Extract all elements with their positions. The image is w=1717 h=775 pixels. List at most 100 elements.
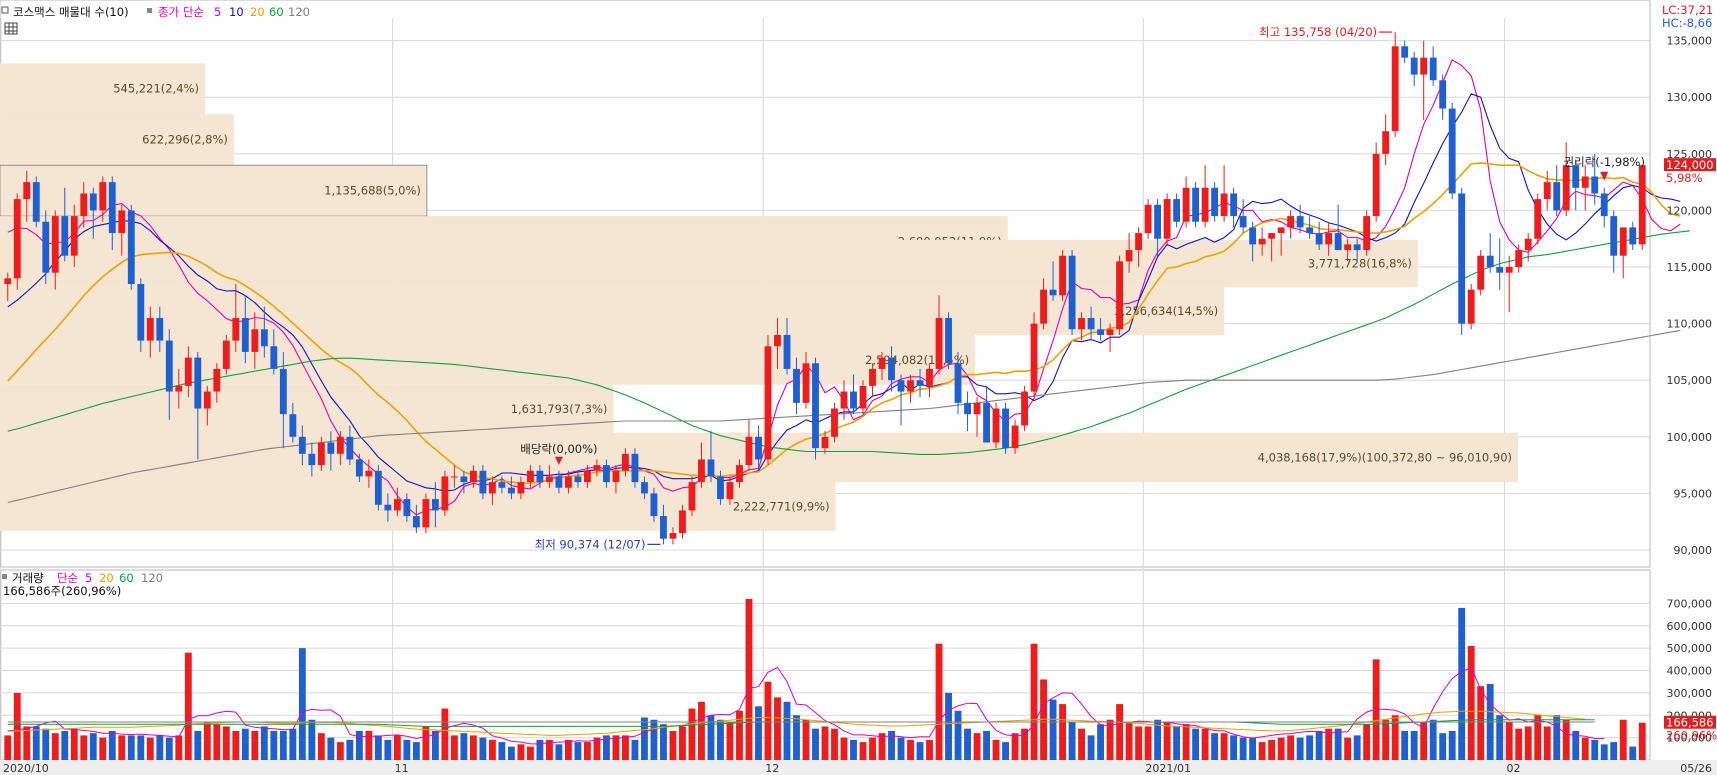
- volume-bar: [1287, 735, 1295, 760]
- volume-bar: [1306, 735, 1314, 760]
- candle-body: [584, 470, 591, 483]
- price-axis: 90,000 95,000 100,000 105,000 110,000 115,000…: [1667, 35, 1713, 557]
- ma-line-60: [7, 230, 1690, 455]
- low-annotation: 최저 90,374 (12/07): [535, 537, 646, 551]
- candle-body: [1040, 289, 1047, 324]
- volume-bar: [1182, 724, 1190, 760]
- volume-bar: [1258, 742, 1266, 760]
- volume-bar: [488, 739, 496, 760]
- profile-label: 545,221(2,4%): [113, 82, 199, 96]
- volume-ma-lines: [7, 666, 1605, 745]
- volume-bar: [1410, 730, 1418, 760]
- candle-body: [1363, 216, 1371, 251]
- volume-bar: [1572, 730, 1580, 760]
- last-price-box: [1664, 158, 1716, 172]
- volume-bar: [660, 724, 667, 760]
- legend-ma-label: 종가 단순: [158, 5, 204, 19]
- ma-line-20: [7, 162, 1681, 485]
- y-tick-label: 115,000: [1667, 261, 1713, 274]
- candle-body: [992, 408, 1000, 443]
- profile-band: [0, 164, 428, 217]
- candle-body: [1268, 233, 1276, 239]
- volume-bar: [517, 744, 525, 760]
- candle-body: [1277, 227, 1285, 234]
- volume-bar: [1068, 721, 1076, 760]
- volume-bar: [317, 733, 325, 760]
- candle-body: [317, 442, 325, 466]
- candle-body: [1619, 227, 1627, 256]
- volume-bar: [821, 726, 829, 760]
- volume-bar: [1315, 730, 1323, 760]
- candle-body: [412, 516, 420, 528]
- volume-bar: [1524, 726, 1532, 760]
- volume-bar: [222, 726, 230, 760]
- volume-legend: 거래량 단순 5 20 60 120 166,586주(260,96%): [2, 571, 163, 598]
- volume-bar: [1220, 733, 1228, 760]
- candle-body: [327, 442, 335, 454]
- candle-body: [1382, 131, 1390, 154]
- volume-bar: [412, 742, 420, 760]
- candle-body: [574, 476, 582, 483]
- volume-bar: [1562, 719, 1570, 760]
- candle-body: [279, 368, 287, 415]
- rights-annotation: 권리락(-1,98%): [1564, 155, 1645, 169]
- candle-body: [565, 476, 572, 488]
- candle-body: [1211, 187, 1219, 217]
- candle-body: [888, 357, 895, 381]
- candle-body: [137, 284, 145, 341]
- volume-bar: [308, 719, 316, 760]
- candle-body: [441, 476, 449, 511]
- volume-bar: [669, 730, 677, 760]
- y-tick-label: 105,000: [1667, 374, 1713, 387]
- x-tick-label: 2021/01: [1145, 762, 1191, 775]
- volume-bar: [1391, 715, 1399, 760]
- candle-body: [222, 340, 230, 369]
- candle-body: [954, 363, 962, 403]
- volume-tick-label: 700,000: [1667, 597, 1713, 610]
- candle-body: [1173, 199, 1181, 222]
- annotations: 최고 135,758 (04/20) 최저 90,374 (12/07) 배당락…: [520, 25, 1645, 551]
- volume-bar: [584, 742, 591, 760]
- volume-bar: [298, 648, 306, 760]
- candle-body: [1116, 261, 1124, 330]
- candle-body: [1030, 323, 1038, 392]
- high-annotation: 최고 135,758 (04/20): [1259, 25, 1377, 39]
- volume-bar: [1353, 735, 1361, 760]
- volume-bar: [346, 739, 354, 760]
- candle-body: [1372, 153, 1380, 217]
- candle-body: [859, 385, 867, 409]
- candle-body: [945, 317, 952, 364]
- candle-body: [1249, 227, 1257, 245]
- profile-label: 1,631,793(7,3%): [511, 402, 608, 416]
- candle-body: [964, 402, 971, 415]
- candle-body: [374, 470, 382, 505]
- volume-bar: [545, 739, 553, 760]
- candle-body: [831, 408, 838, 437]
- candle-body: [660, 516, 667, 539]
- volume-bar: [1239, 737, 1247, 760]
- volume-bar: [888, 730, 895, 760]
- volume-bar: [1125, 721, 1133, 760]
- table-icon[interactable]: [4, 22, 18, 35]
- candle-body: [450, 476, 458, 478]
- volume-bar: [1087, 735, 1095, 760]
- volume-bar: [745, 598, 753, 760]
- legend-box-icon[interactable]: [1, 6, 9, 14]
- volume-legend-ma-20: 20: [99, 571, 114, 585]
- volume-bar: [1192, 728, 1200, 760]
- volume-bar: [907, 739, 914, 760]
- profile-band: [0, 239, 1418, 288]
- volume-bar: [327, 737, 335, 760]
- volume-bar: [869, 737, 876, 760]
- candle-body: [156, 317, 164, 341]
- rights-arrow-icon: [1600, 171, 1609, 181]
- candle-body: [745, 436, 753, 466]
- candle-body: [1078, 317, 1085, 330]
- volume-bar: [802, 719, 810, 760]
- volume-bar: [859, 742, 867, 760]
- candle-body: [1591, 176, 1599, 194]
- candle-body: [42, 221, 50, 273]
- volume-bar: [441, 708, 449, 760]
- volume-bar: [450, 735, 458, 760]
